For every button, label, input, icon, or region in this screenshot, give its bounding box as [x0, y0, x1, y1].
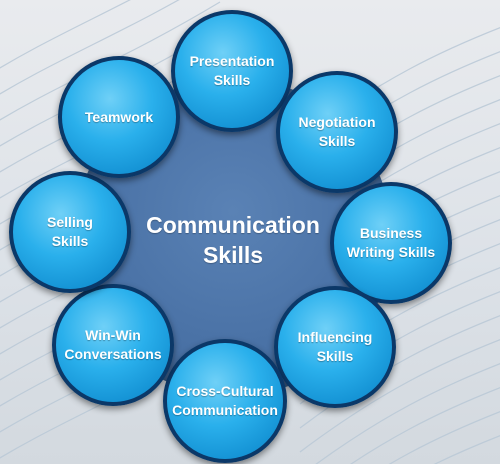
node-label: Cross-Cultural Communication	[172, 383, 278, 418]
background-line	[299, 339, 500, 453]
background-line	[315, 363, 500, 464]
background-line	[433, 435, 500, 464]
background-line	[388, 411, 500, 464]
node-influencing-skills: Influencing Skills	[274, 286, 396, 408]
background-line	[0, 0, 180, 95]
node-selling-skills: Selling Skills	[9, 171, 131, 293]
node-presentation-skills: Presentation Skills	[171, 10, 293, 132]
node-label: Teamwork	[84, 108, 154, 125]
center-title: Communication Skills	[146, 212, 320, 268]
node-label: Negotiation Skills	[298, 114, 376, 149]
node-cross-cultural-communication: Cross-Cultural Communication	[163, 339, 287, 463]
background-line	[349, 387, 500, 464]
node-win-win-conversations: Win-Win Conversations	[52, 284, 174, 406]
node-negotiation-skills: Negotiation Skills	[276, 71, 398, 193]
node-label: Presentation Skills	[189, 53, 275, 88]
node-label: Selling Skills	[47, 214, 93, 249]
node-label: Business Writing Skills	[346, 225, 436, 260]
background-line	[0, 0, 131, 69]
node-teamwork: Teamwork	[58, 56, 180, 178]
node-label: Win-Win Conversations	[64, 327, 162, 362]
node-label: Influencing Skills	[297, 329, 373, 364]
node-business-writing-skills: Business Writing Skills	[330, 182, 452, 304]
